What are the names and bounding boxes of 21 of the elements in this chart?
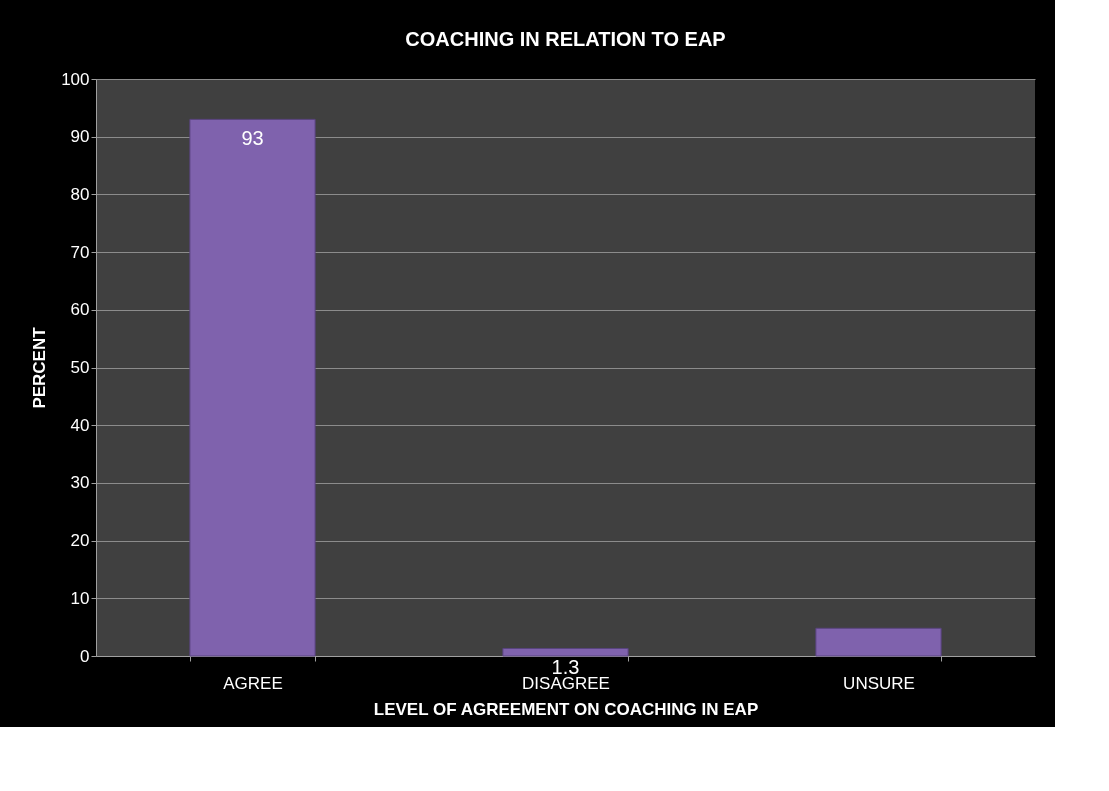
y-tick-label: 20 (70, 531, 90, 551)
y-tick-label: 0 (80, 646, 90, 666)
y-tick-label: 80 (70, 184, 90, 204)
bar (189, 118, 316, 657)
y-tick-label: 100 (61, 69, 90, 89)
y-tick-label: 90 (70, 127, 90, 147)
x-tick-label: DISAGREE (522, 673, 610, 693)
y-tick-label: 50 (70, 358, 90, 377)
x-tick-label: UNSURE (843, 673, 915, 693)
y-axis-title: PERCENT (30, 326, 50, 409)
y-tick-label: 40 (70, 415, 90, 435)
chart-title: COACHING IN RELATION TO EAP (405, 28, 726, 50)
y-tick-label: 60 (70, 300, 90, 320)
y-tick-label: 30 (70, 473, 90, 493)
x-axis-title: LEVEL OF AGREEMENT ON COACHING IN EAP (373, 699, 759, 719)
y-tick-label: 10 (70, 588, 90, 608)
bar (815, 627, 942, 657)
data-label: 93 (241, 127, 264, 150)
x-tick-label: AGREE (223, 673, 283, 693)
bar (502, 648, 629, 657)
y-tick-label: 70 (70, 242, 90, 262)
